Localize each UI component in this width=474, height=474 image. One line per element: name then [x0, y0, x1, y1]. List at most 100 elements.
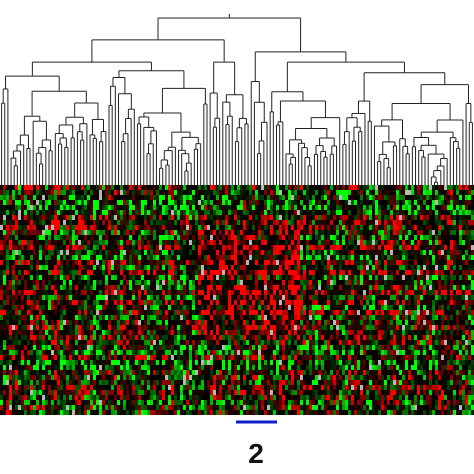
heatmap-cell	[51, 215, 54, 220]
heatmap-cell	[117, 195, 120, 200]
heatmap-cell	[51, 245, 54, 250]
heatmap-cell	[168, 200, 171, 205]
heatmap-cell	[81, 325, 84, 330]
heatmap-cell	[255, 210, 258, 215]
heatmap-cell	[192, 210, 195, 215]
heatmap-cell	[183, 325, 186, 330]
heatmap-cell	[393, 220, 396, 225]
heatmap-cell	[237, 190, 240, 195]
heatmap-cell	[186, 320, 189, 325]
heatmap-cell	[90, 310, 93, 315]
heatmap-cell	[345, 195, 348, 200]
heatmap-cell	[123, 185, 126, 190]
heatmap-cell	[225, 200, 228, 205]
heatmap-cell	[324, 285, 327, 290]
heatmap-cell	[21, 260, 24, 265]
heatmap-cell	[462, 220, 465, 225]
heatmap-cell	[258, 255, 261, 260]
heatmap-cell	[420, 225, 423, 230]
heatmap-cell	[243, 235, 246, 240]
heatmap-cell	[60, 225, 63, 230]
heatmap-cell	[228, 285, 231, 290]
heatmap-cell	[180, 310, 183, 315]
heatmap-cell	[360, 225, 363, 230]
heatmap-cell	[171, 185, 174, 190]
heatmap-cell	[345, 290, 348, 295]
heatmap-cell	[408, 290, 411, 295]
heatmap-cell	[444, 190, 447, 195]
heatmap-cell	[354, 250, 357, 255]
heatmap-cell	[117, 305, 120, 310]
heatmap-cell	[147, 290, 150, 295]
heatmap-cell	[468, 260, 471, 265]
heatmap-cell	[309, 295, 312, 300]
heatmap-cell	[45, 275, 48, 280]
heatmap-cell	[444, 210, 447, 215]
heatmap-cell	[153, 195, 156, 200]
heatmap-cell	[327, 235, 330, 240]
heatmap-cell	[147, 310, 150, 315]
heatmap-cell	[339, 255, 342, 260]
heatmap-cell	[210, 225, 213, 230]
heatmap-cell	[285, 215, 288, 220]
heatmap-cell	[300, 285, 303, 290]
heatmap-cell	[450, 205, 453, 210]
heatmap-cell	[360, 260, 363, 265]
heatmap-cell	[315, 315, 318, 320]
heatmap-cell	[0, 295, 3, 300]
heatmap-cell	[333, 270, 336, 275]
heatmap-cell	[201, 320, 204, 325]
heatmap-cell	[423, 300, 426, 305]
heatmap-cell	[201, 215, 204, 220]
heatmap-cell	[195, 235, 198, 240]
heatmap-cell	[177, 260, 180, 265]
heatmap-cell	[327, 280, 330, 285]
heatmap-cell	[348, 235, 351, 240]
heatmap-cell	[270, 280, 273, 285]
heatmap-cell	[327, 250, 330, 255]
heatmap-cell	[426, 270, 429, 275]
heatmap-cell	[183, 185, 186, 190]
heatmap-cell	[255, 245, 258, 250]
heatmap-cell	[57, 235, 60, 240]
heatmap-cell	[234, 200, 237, 205]
heatmap-cell	[36, 300, 39, 305]
heatmap-cell	[102, 290, 105, 295]
heatmap-cell	[78, 220, 81, 225]
heatmap-cell	[225, 315, 228, 320]
heatmap-cell	[378, 210, 381, 215]
heatmap-cell	[126, 290, 129, 295]
heatmap-cell	[465, 225, 468, 230]
heatmap-cell	[351, 315, 354, 320]
heatmap-cell	[45, 320, 48, 325]
heatmap-cell	[426, 280, 429, 285]
heatmap-cell	[24, 260, 27, 265]
heatmap-cell	[258, 240, 261, 245]
heatmap-cell	[279, 210, 282, 215]
heatmap-cell	[342, 245, 345, 250]
heatmap-cell	[285, 300, 288, 305]
heatmap-cell	[303, 270, 306, 275]
heatmap-cell	[174, 200, 177, 205]
heatmap-cell	[147, 285, 150, 290]
heatmap-cell	[243, 280, 246, 285]
heatmap-cell	[138, 300, 141, 305]
heatmap-cell	[30, 185, 33, 190]
heatmap-cell	[441, 280, 444, 285]
heatmap-cell	[48, 195, 51, 200]
heatmap-cell	[276, 200, 279, 205]
heatmap-cell	[258, 290, 261, 295]
heatmap-cell	[147, 275, 150, 280]
heatmap-cell	[348, 245, 351, 250]
heatmap-cell	[318, 310, 321, 315]
heatmap-cell	[99, 185, 102, 190]
heatmap-cell	[234, 240, 237, 245]
heatmap-cell	[204, 305, 207, 310]
heatmap-cell	[303, 215, 306, 220]
heatmap-cell	[276, 220, 279, 225]
heatmap-cell	[384, 185, 387, 190]
heatmap-cell	[129, 205, 132, 210]
heatmap-cell	[297, 270, 300, 275]
heatmap-cell	[24, 315, 27, 320]
heatmap-cell	[216, 205, 219, 210]
